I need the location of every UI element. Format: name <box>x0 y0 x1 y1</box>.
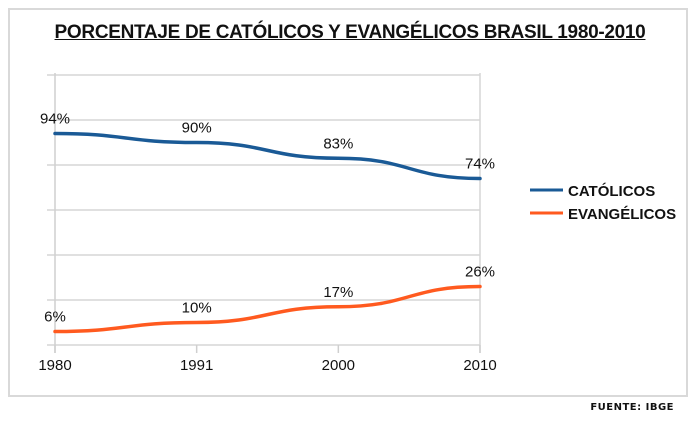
data-label: 6% <box>44 309 66 326</box>
data-label: 83% <box>323 135 353 152</box>
data-label: 90% <box>182 120 212 137</box>
axes <box>54 73 481 353</box>
chart-frame <box>8 8 688 397</box>
legend: CATÓLICOS EVANGÉLICOS <box>530 182 676 223</box>
x-tick-label: 1991 <box>180 357 213 374</box>
gridlines <box>47 74 480 346</box>
x-tick-labels: 1980 1991 2000 2010 <box>38 357 496 374</box>
series-lines <box>53 131 482 334</box>
series-line-0 <box>53 131 482 181</box>
chart-title: PORCENTAJE DE CATÓLICOS Y EVANGÉLICOS BR… <box>54 22 646 43</box>
data-label: 10% <box>182 300 212 317</box>
data-labels: 94% 90% 83% 74% 6% 10% 17% 26% <box>40 111 495 326</box>
data-label: 74% <box>465 156 495 173</box>
legend-label: CATÓLICOS <box>568 182 655 200</box>
data-label: 94% <box>40 111 70 128</box>
legend-label: EVANGÉLICOS <box>568 206 676 223</box>
data-label: 17% <box>323 284 353 301</box>
x-tick-label: 1980 <box>38 357 71 374</box>
source-note: FUENTE: IBGE <box>590 402 674 413</box>
x-tick-label: 2010 <box>463 357 496 374</box>
x-tick-label: 2000 <box>322 357 355 374</box>
data-label: 26% <box>465 264 495 281</box>
series-line-1 <box>53 284 482 334</box>
